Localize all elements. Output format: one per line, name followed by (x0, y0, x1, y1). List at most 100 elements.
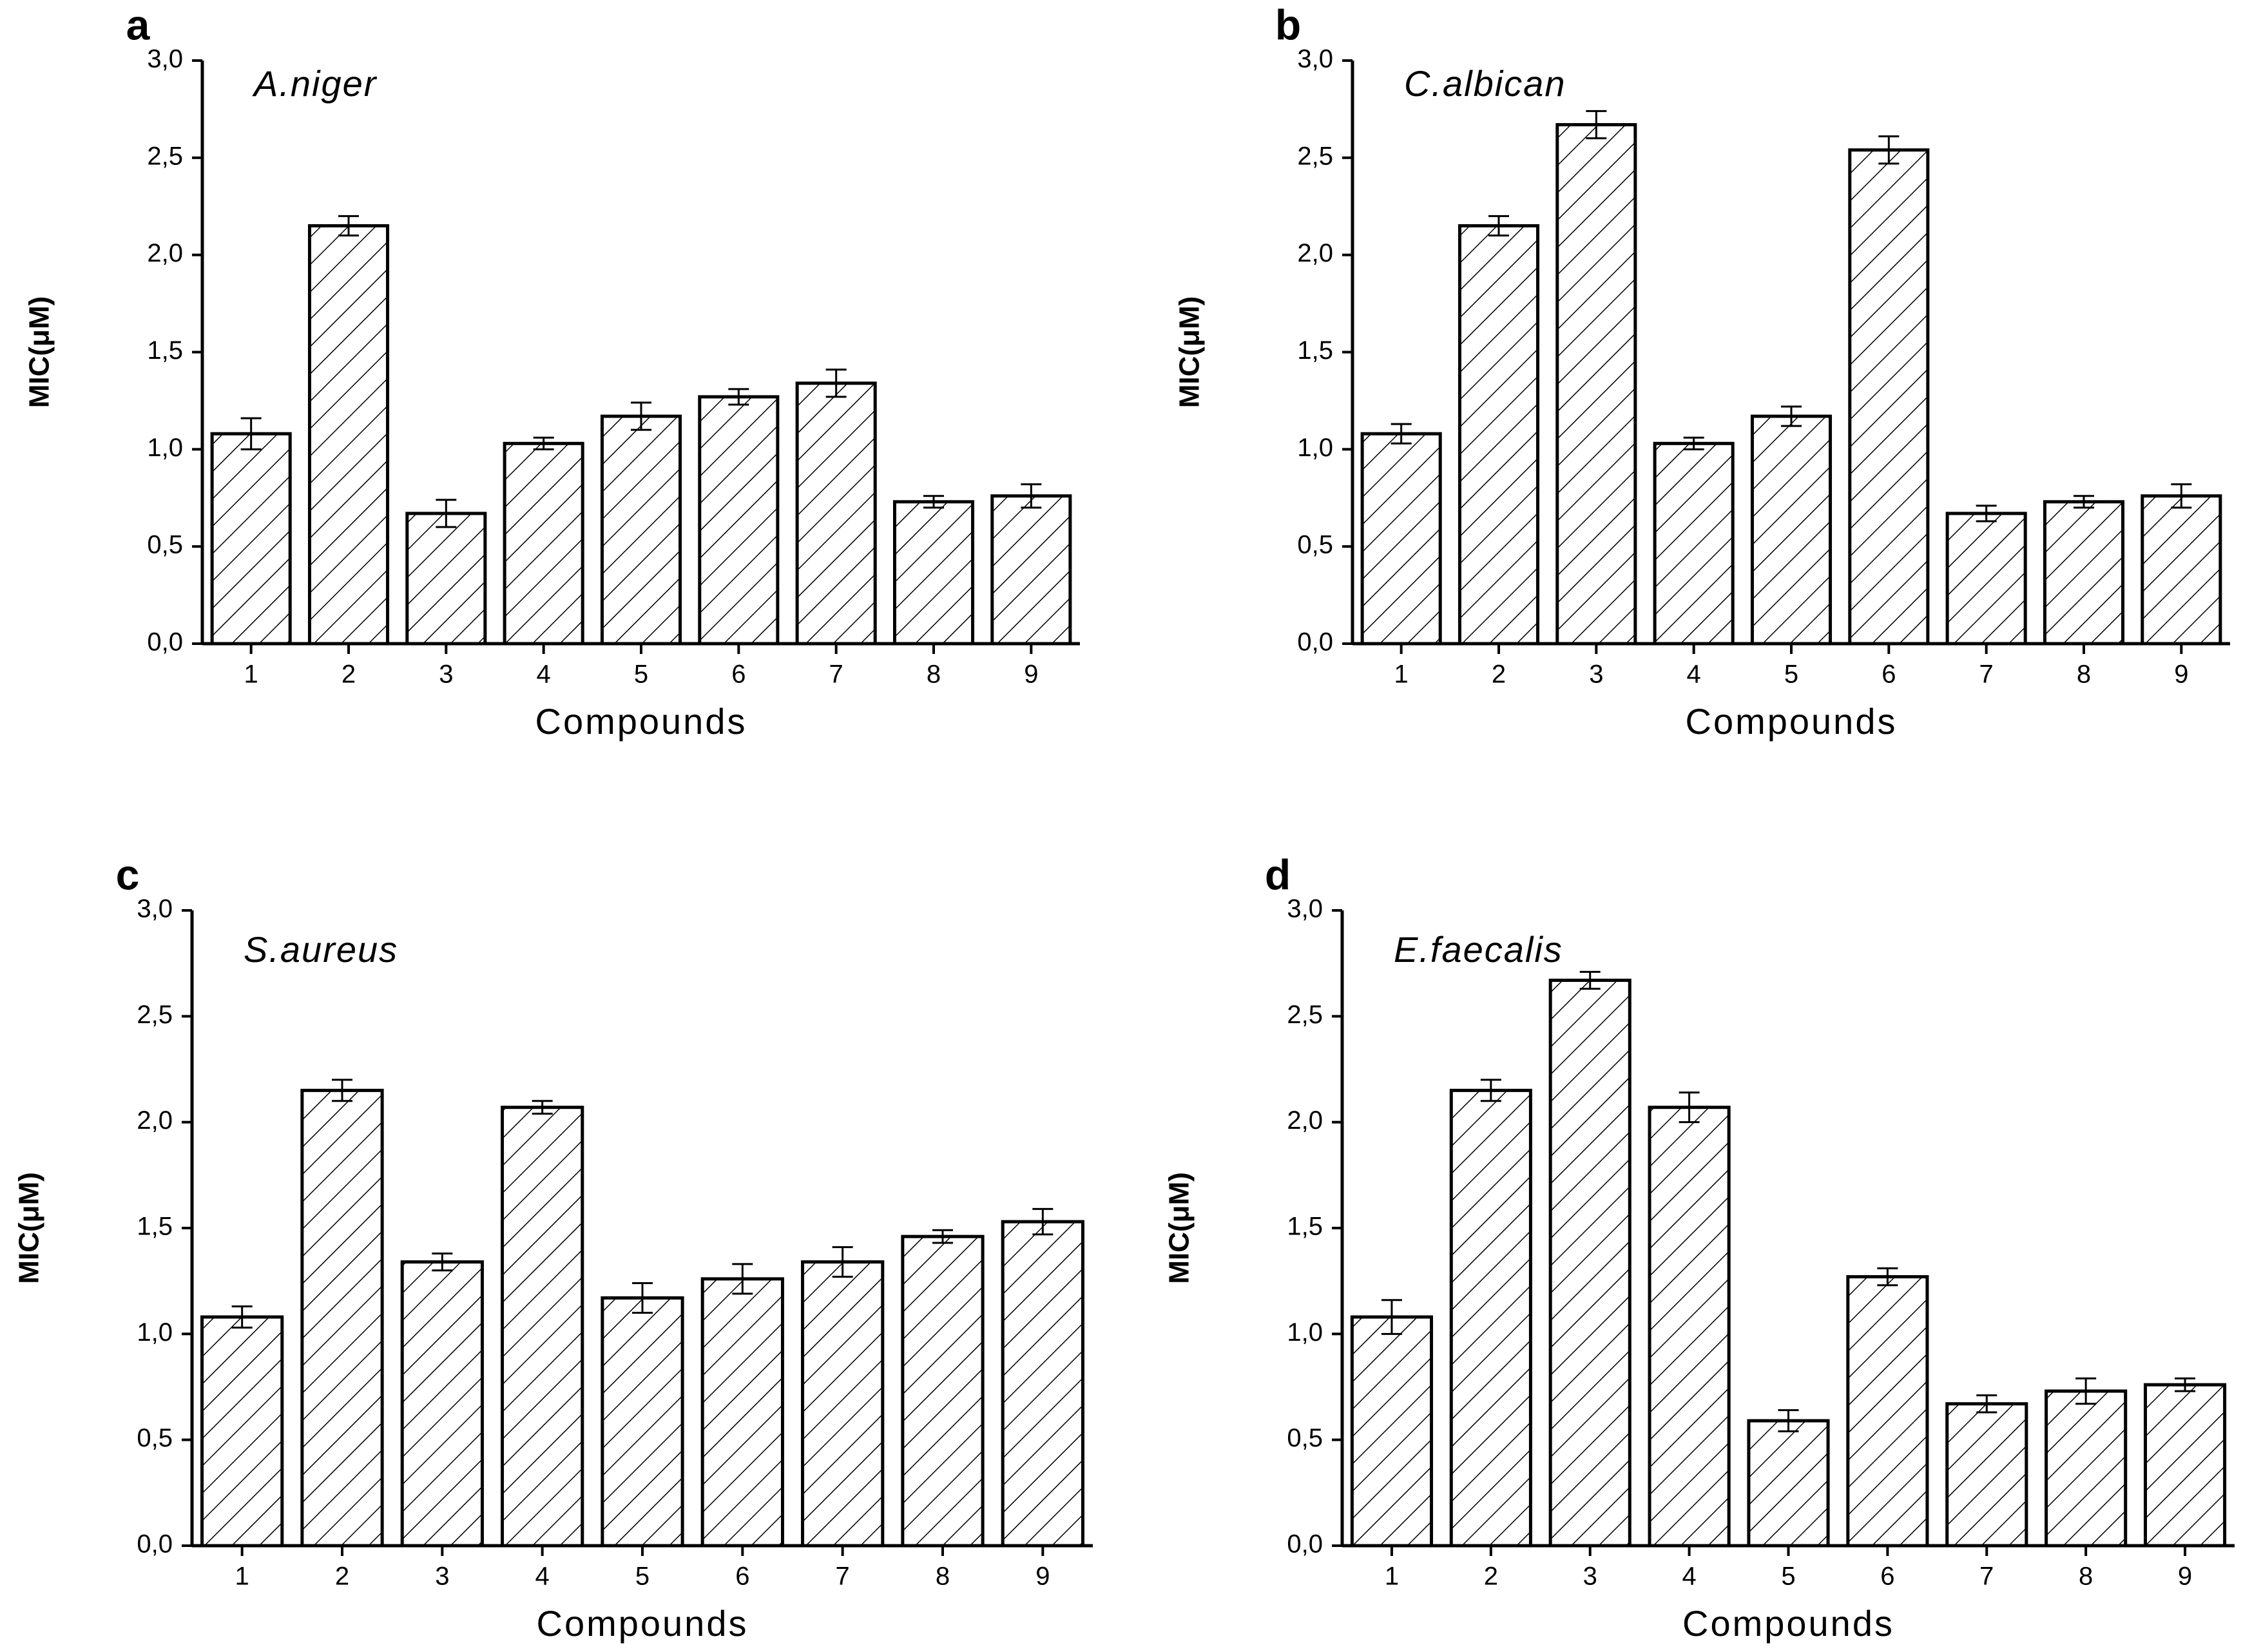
annotation: S.aureus (244, 929, 398, 970)
x-tick-label: 8 (2077, 660, 2091, 689)
bar (501, 1106, 584, 1548)
y-axis-title: MIC(μM) (14, 1172, 45, 1284)
y-tick-label: 3,0 (1287, 895, 1323, 923)
bar (200, 1315, 284, 1548)
bar (801, 1260, 885, 1548)
y-tick-label: 0,5 (147, 531, 183, 559)
x-tick-label: 3 (439, 660, 453, 689)
error-bar (436, 499, 457, 528)
bar (2144, 1383, 2227, 1548)
bar (901, 1234, 985, 1548)
y-tick-label: 0,5 (137, 1424, 173, 1452)
x-tick-label: 2 (335, 1562, 349, 1591)
error-bar (2075, 1377, 2097, 1405)
error-bar (533, 436, 554, 450)
x-tick-label: 6 (1881, 660, 1896, 689)
bar (700, 1277, 784, 1548)
error-bar (1976, 504, 1997, 523)
panel-label: a (126, 1, 151, 48)
panel: 0,0 0,5 1,0 1,5 2,0 2,5 3,0 1 2 3 4 5 6 7 8 9 Compounds M… (1174, 1, 2230, 742)
y-tick-label: 0,0 (1287, 1530, 1323, 1559)
panel: 0,0 0,5 1,0 1,5 2,0 2,5 3,0 1 2 3 4 5 6 7 8 9 Compounds M… (1164, 850, 2235, 1644)
y-tick-label: 1,0 (137, 1318, 173, 1347)
x-tick-label: 8 (2079, 1562, 2093, 1591)
bar (1747, 1419, 1830, 1548)
bar (1458, 224, 1540, 646)
x-axis-title: Compounds (1686, 701, 1898, 742)
y-tick-label: 1,5 (137, 1213, 173, 1241)
x-tick-label: 7 (1979, 1562, 1994, 1591)
bar (1848, 148, 1930, 646)
bar (1555, 123, 1637, 646)
x-tick-label: 4 (535, 1562, 550, 1591)
y-axis-title: MIC(μM) (1174, 296, 1206, 408)
y-axis-title: MIC(μM) (1164, 1172, 1195, 1284)
x-tick-label: 8 (927, 660, 941, 689)
error-bar (2175, 1377, 2196, 1392)
bar (795, 381, 877, 646)
bar (1548, 978, 1631, 1548)
panel-label: d (1265, 850, 1291, 898)
x-axis-title: Compounds (1682, 1603, 1894, 1644)
x-tick-label: 4 (1687, 660, 1701, 689)
x-tick-label: 8 (936, 1562, 950, 1591)
bar (1350, 1315, 1434, 1548)
x-axis-title: Compounds (537, 1603, 749, 1644)
x-tick-label: 3 (1589, 660, 1603, 689)
error-bar (1683, 436, 1704, 450)
x-tick-label: 5 (1784, 660, 1798, 689)
y-tick-label: 2,5 (1287, 1001, 1323, 1029)
x-tick-label: 5 (635, 1562, 650, 1591)
y-tick-label: 2,5 (147, 142, 183, 170)
bar (1360, 432, 1442, 646)
error-bar (732, 1263, 753, 1295)
y-tick-label: 2,5 (1297, 142, 1333, 170)
error-bar (1781, 405, 1802, 427)
error-bar (1032, 1207, 1054, 1236)
bar (1846, 1275, 1929, 1548)
bar (892, 500, 975, 646)
x-tick-label: 3 (1583, 1562, 1597, 1591)
y-tick-label: 0,5 (1287, 1424, 1323, 1452)
x-tick-label: 7 (1979, 660, 1994, 689)
y-tick-label: 1,0 (147, 434, 183, 462)
x-tick-label: 6 (1880, 1562, 1894, 1591)
bar (307, 224, 390, 646)
y-tick-label: 3,0 (137, 895, 173, 923)
y-tick-label: 2,0 (147, 239, 183, 267)
bar (1648, 1106, 1731, 1548)
x-tick-label: 3 (435, 1562, 449, 1591)
error-bar (1679, 1091, 1700, 1124)
error-bar (832, 1246, 853, 1278)
y-tick-label: 0,0 (1297, 628, 1333, 657)
bar (1449, 1088, 1532, 1548)
error-bar (1878, 135, 1900, 165)
x-tick-label: 2 (1484, 1562, 1498, 1591)
x-tick-label: 4 (1682, 1562, 1696, 1591)
x-tick-label: 7 (836, 1562, 850, 1591)
bar (698, 395, 780, 646)
y-tick-label: 1,0 (1287, 1318, 1323, 1347)
bar (2141, 494, 2222, 646)
panel: 0,0 0,5 1,0 1,5 2,0 2,5 3,0 1 2 3 4 5 6 7 8 9 Compounds M… (24, 1, 1080, 742)
x-tick-label: 2 (342, 660, 356, 689)
bar (601, 1296, 684, 1548)
y-tick-label: 3,0 (147, 45, 183, 73)
bar (503, 441, 584, 646)
error-bar (2074, 495, 2094, 509)
error-bar (240, 417, 262, 450)
x-tick-label: 7 (829, 660, 843, 689)
y-tick-label: 1,5 (1287, 1213, 1323, 1241)
annotation: C.albican (1404, 63, 1566, 104)
bar (2045, 1389, 2128, 1548)
panel-label: b (1275, 1, 1301, 48)
y-tick-label: 0,0 (137, 1530, 173, 1559)
error-bar (1586, 110, 1607, 140)
x-tick-label: 6 (735, 1562, 749, 1591)
bar (2043, 500, 2125, 646)
bar (1750, 414, 1833, 646)
error-bar (923, 495, 944, 509)
error-bar (825, 369, 847, 398)
y-tick-label: 0,5 (1297, 531, 1333, 559)
